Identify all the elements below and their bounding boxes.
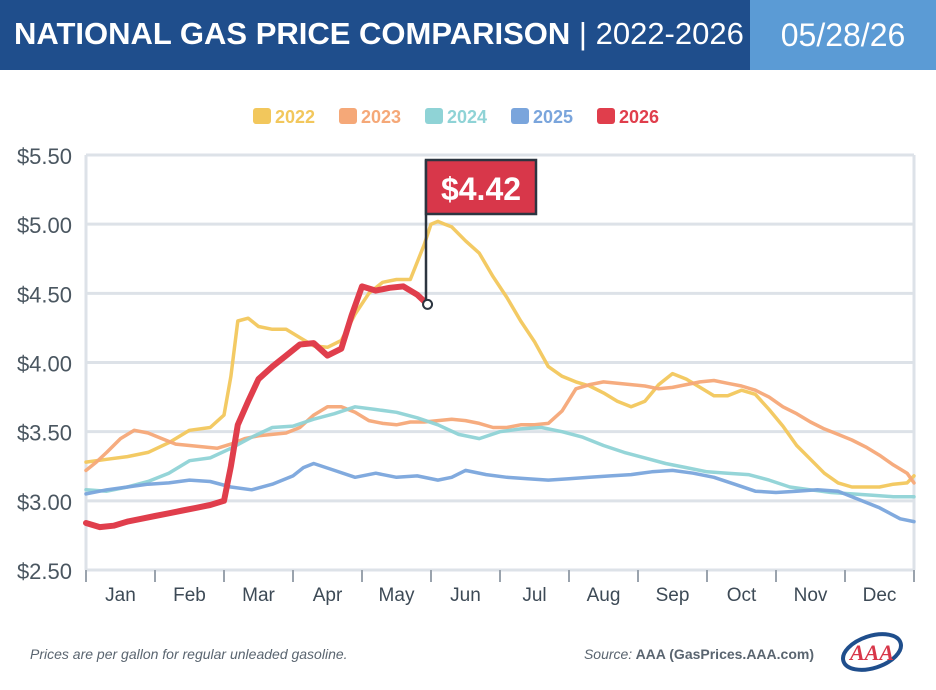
x-tick-label: Oct	[727, 585, 757, 606]
x-tick-label: Mar	[242, 585, 275, 606]
chart-lines	[83, 219, 916, 531]
legend-swatch-2026	[597, 108, 615, 124]
x-tick-label: Feb	[173, 585, 206, 606]
series-line-2025	[84, 461, 916, 524]
y-tick-label: $2.50	[17, 559, 72, 584]
x-tick-label: Nov	[794, 585, 828, 606]
aaa-logo-icon: AAA	[841, 632, 903, 672]
series-line-2024	[84, 405, 916, 499]
page-title: NATIONAL GAS PRICE COMPARISON | 2022-202…	[14, 12, 744, 56]
chart-axes: $5.50 $5.00 $4.50 $4.00 $3.50 $3.00 $2.50 Jan Fe…	[17, 144, 915, 606]
logo-text: AAA	[848, 640, 894, 665]
source-value: AAA (GasPrices.AAA.com)	[632, 646, 814, 662]
callout-box	[424, 158, 538, 216]
chart-annotation: $4.42	[422, 158, 538, 310]
x-tick-label: Jun	[450, 585, 481, 606]
x-tick-label: Apr	[313, 585, 343, 606]
chart-legend: 2022 2023 2024 2025 2026	[253, 107, 659, 127]
title-main: NATIONAL GAS PRICE COMPARISON	[14, 16, 571, 51]
date-label: 05/28/26	[780, 17, 906, 53]
y-tick-label: $4.50	[17, 282, 72, 307]
legend-swatch-2025	[511, 108, 529, 124]
y-tick-label: $4.00	[17, 352, 72, 377]
x-tick-label: Jan	[105, 585, 136, 606]
price-chart: 2022 2023 2024 2025 2026 $4.42 $5.50 $5.00 $4.…	[17, 107, 916, 606]
y-tick-label: $3.00	[17, 490, 72, 515]
x-tick-label: Sep	[656, 585, 690, 606]
footer-source: Source: AAA (GasPrices.AAA.com)	[584, 646, 814, 662]
legend-label-2025: 2025	[533, 107, 573, 127]
source-label: Source:	[583, 646, 633, 662]
footer-note: Prices are per gallon for regular unlead…	[30, 646, 348, 662]
y-tick-label: $3.50	[17, 421, 72, 446]
legend-label-2024: 2024	[447, 107, 487, 127]
legend-swatch-2024	[425, 108, 443, 124]
x-tick-label: Jul	[522, 585, 546, 606]
legend-label-2023: 2023	[361, 107, 401, 127]
legend-label-2026: 2026	[619, 107, 659, 127]
title-years: | 2022-2026	[570, 16, 744, 51]
x-tick-label: Dec	[863, 585, 897, 606]
legend-swatch-2023	[339, 108, 357, 124]
legend-swatch-2022	[253, 108, 271, 124]
y-tick-label: $5.00	[17, 213, 72, 238]
series-line-2026	[83, 283, 431, 531]
callout-value: $4.42	[441, 171, 521, 207]
series-line-2022	[84, 219, 916, 489]
legend-label-2022: 2022	[275, 107, 315, 127]
y-tick-label: $5.50	[17, 144, 72, 169]
callout-marker	[422, 298, 434, 310]
series-line-2023	[84, 378, 916, 485]
x-tick-label: Aug	[587, 585, 621, 606]
x-tick-label: May	[379, 585, 415, 606]
date-badge: 05/28/26	[750, 0, 936, 70]
